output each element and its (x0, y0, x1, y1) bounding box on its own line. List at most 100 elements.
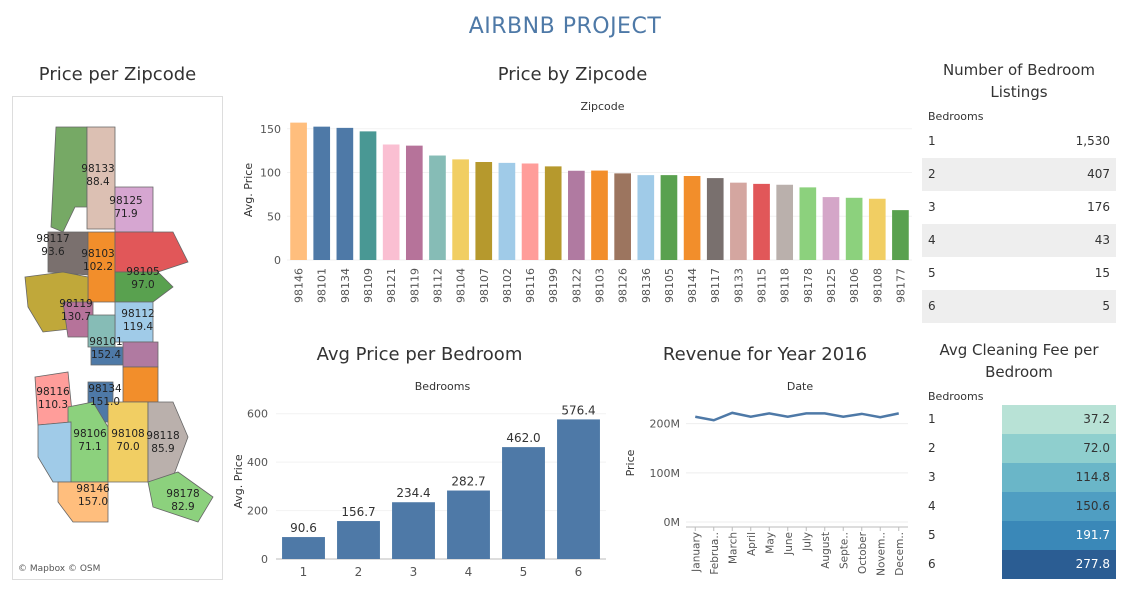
map-label-zip: 98119 (59, 298, 92, 310)
map-label-zip: 98108 (111, 428, 144, 440)
map-label-price: 70.0 (116, 441, 139, 453)
zip-xtick: 98106 (848, 268, 861, 303)
bed-bar[interactable] (392, 502, 435, 559)
bed-value-label: 282.7 (451, 475, 485, 489)
listings-count: 5 (1102, 299, 1110, 313)
zip-bar[interactable] (683, 176, 701, 260)
bed-bar[interactable] (502, 447, 545, 559)
zip-xtick: 98125 (825, 268, 838, 303)
zip-xtick: 98116 (524, 268, 537, 303)
zip-bar[interactable] (544, 166, 562, 260)
zip-bar[interactable] (313, 126, 331, 261)
zip-bar[interactable] (498, 162, 516, 260)
listings-count: 407 (1087, 167, 1110, 181)
cleaning-fee-row[interactable]: 1 37.2 (922, 405, 1116, 434)
map-label-zip: 98103 (81, 248, 114, 260)
zip-bar[interactable] (614, 173, 631, 260)
zip-bar[interactable] (405, 145, 423, 260)
cleaning-fee-row[interactable]: 5 191.7 (922, 521, 1116, 550)
listings-row[interactable]: 1 1,530 (922, 125, 1116, 158)
region-98144[interactable] (122, 366, 159, 403)
rev-xtick: March (727, 532, 739, 564)
bed-bar[interactable] (447, 490, 490, 559)
zip-bar[interactable] (892, 210, 909, 260)
map-label-zip: 98117 (36, 233, 69, 245)
zipcode-bar-chart[interactable]: 0 50 100 150 Avg. Price 98146 98101 98134 98109 9… (232, 112, 920, 312)
listings-bedrooms: 5 (928, 266, 936, 280)
zip-bar[interactable] (753, 183, 770, 260)
cleaning-fee-bedrooms: 2 (928, 441, 936, 455)
bed-bar[interactable] (337, 521, 380, 559)
bed-ytick: 600 (247, 408, 268, 421)
listings-row[interactable]: 2 407 (922, 158, 1116, 191)
zip-bar[interactable] (845, 197, 863, 260)
region-98115[interactable] (114, 231, 189, 273)
dashboard-title: AIRBNB PROJECT (468, 14, 662, 39)
zip-bar[interactable] (475, 162, 493, 260)
zip-bar[interactable] (290, 122, 307, 260)
revenue-line-chart[interactable]: 0M 100M 200M Price January Februa.. March April… (618, 394, 918, 584)
zip-bar[interactable] (868, 198, 886, 260)
zip-bar[interactable] (776, 184, 794, 260)
rev-ytick: 100M (650, 467, 681, 480)
bed-xtick: 3 (410, 565, 418, 579)
map-label-zip: 98125 (109, 195, 142, 207)
region-98118[interactable] (147, 401, 189, 483)
zip-xtick: 98177 (894, 268, 907, 303)
zip-bar[interactable] (429, 155, 446, 260)
zip-bar[interactable] (706, 178, 724, 260)
region-98105[interactable] (114, 271, 174, 303)
cleaning-fee-bedrooms: 5 (928, 528, 936, 542)
map-label-zip: 98146 (76, 483, 110, 495)
cleaning-fee-row[interactable]: 3 114.8 (922, 463, 1116, 492)
rev-xtick: January (690, 532, 702, 573)
zip-bar[interactable] (382, 144, 400, 261)
bed-bar[interactable] (557, 419, 600, 559)
region-98126[interactable] (37, 421, 72, 483)
cleaning-fee-cell: 37.2 (1002, 405, 1116, 434)
zip-bar[interactable] (359, 131, 377, 260)
zip-bar[interactable] (799, 187, 817, 260)
region-98146[interactable] (57, 481, 109, 523)
listings-row[interactable]: 3 176 (922, 191, 1116, 224)
rev-xtick: May (764, 532, 776, 554)
zip-xtick: 98117 (709, 268, 722, 303)
map-label-price: 110.3 (38, 399, 68, 411)
region-98122[interactable] (122, 341, 159, 368)
map-label-price: 119.4 (123, 321, 153, 333)
zip-bar[interactable] (521, 163, 539, 260)
zip-bar[interactable] (568, 170, 585, 260)
zip-bar[interactable] (637, 175, 655, 260)
zip-xtick: 98133 (732, 268, 745, 303)
region-98178[interactable] (147, 471, 214, 523)
cleaning-fee-cell: 72.0 (1002, 434, 1116, 463)
cleaning-fee-value: 191.7 (1075, 528, 1110, 542)
zip-bar[interactable] (730, 182, 747, 260)
zip-bar[interactable] (591, 170, 608, 260)
cleaning-fee-title: Avg Cleaning Fee per Bedroom (939, 341, 1099, 381)
cleaning-fee-row[interactable]: 2 72.0 (922, 434, 1116, 463)
bedroom-bar-chart[interactable]: 0 200 400 600 Avg. Price 90.6 1 156.7 2 234.4 3 282… (228, 394, 613, 584)
cleaning-fee-row[interactable]: 4 150.6 (922, 492, 1116, 521)
cleaning-fee-row[interactable]: 6 277.8 (922, 550, 1116, 579)
zipcode-map[interactable]: 98133 88.4 98125 71.9 98117 93.6 98103 102.2 981… (12, 96, 223, 580)
region-98177[interactable] (50, 126, 88, 233)
map-label-price: 71.9 (114, 208, 137, 220)
bed-value-label: 576.4 (561, 403, 595, 417)
bed-bar[interactable] (282, 537, 325, 559)
zip-bar[interactable] (822, 197, 840, 260)
zip-xtick: 98108 (871, 268, 884, 303)
bed-xtick: 6 (575, 565, 583, 579)
zip-bar[interactable] (452, 159, 469, 260)
zip-bar[interactable] (660, 175, 678, 260)
rev-line[interactable] (695, 411, 900, 422)
zip-xtick: 98102 (501, 268, 514, 303)
listings-bedrooms: 4 (928, 233, 936, 247)
listings-row[interactable]: 5 15 (922, 257, 1116, 290)
zip-bar[interactable] (336, 127, 354, 260)
listings-row[interactable]: 4 43 (922, 224, 1116, 257)
map-label-price: 93.6 (41, 246, 65, 258)
zip-xtick: 98107 (478, 268, 491, 303)
